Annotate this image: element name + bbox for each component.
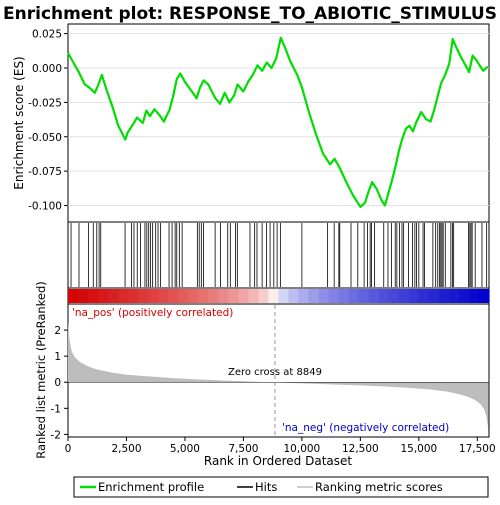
enrichment-profile-line (67, 36, 489, 208)
chart-title: Enrichment plot: RESPONSE_TO_ABIOTIC_STI… (3, 4, 497, 24)
gradient-segment (338, 289, 350, 303)
gradient-segment (278, 289, 290, 303)
positive-correlation-label: 'na_pos' (positively correlated) (72, 307, 233, 319)
gradient-segment (398, 289, 410, 303)
es-y-tick-label: -0.075 (28, 166, 62, 178)
es-panel-frame (67, 23, 490, 223)
gradient-segment (78, 289, 89, 303)
gradient-segment (198, 289, 209, 303)
x-tick-label: 0 (65, 443, 72, 455)
gradient-segment (88, 289, 99, 303)
hit-markers (70, 223, 488, 287)
es-y-tick-label: -0.025 (28, 97, 62, 109)
ranked-y-tick-label: 1 (54, 351, 61, 363)
es-panel-grid (68, 33, 489, 206)
gradient-segment (458, 289, 470, 303)
gradient-segment (228, 289, 240, 303)
x-axis-label: Rank in Ordered Dataset (204, 454, 352, 468)
es-y-tick-label: 0.000 (32, 63, 62, 75)
gradient-segment (348, 289, 360, 303)
gradient-segment (478, 289, 490, 303)
legend-ranking-metric-label: Ranking metric scores (315, 480, 443, 494)
gradient-segment (328, 289, 340, 303)
es-y-tick-label: 0.025 (32, 29, 62, 41)
x-tick-label: 7,500 (228, 443, 258, 455)
gradient-segment (248, 289, 260, 303)
ranked-x-axis: 0 2,500 5,000 7,500 10,000 12,500 15,000 17,500 (65, 437, 496, 455)
gradient-segment (428, 289, 440, 303)
ranked-y-tick-label: -1 (51, 403, 61, 415)
gradient-segment (268, 289, 280, 303)
ranked-y-tick-label: 0 (54, 377, 61, 389)
gradient-segment (98, 289, 109, 303)
x-tick-label: 15,000 (400, 443, 437, 455)
gradient-segment (438, 289, 450, 303)
negative-correlation-label: 'na_neg' (negatively correlated) (282, 422, 449, 434)
gradient-segment (168, 289, 179, 303)
legend-hits-label: Hits (255, 480, 277, 494)
gradient-segment (238, 289, 250, 303)
es-y-tick-label: -0.100 (28, 201, 62, 213)
legend-box (73, 476, 489, 498)
gradient-segment (258, 289, 270, 303)
gradient-segment (108, 289, 119, 303)
rank-gradient-bar (68, 289, 490, 303)
gradient-segment (378, 289, 390, 303)
legend-enrichment-profile-label: Enrichment profile (98, 480, 204, 494)
gradient-segment (318, 289, 330, 303)
zero-cross-label: Zero cross at 8849 (228, 367, 322, 378)
x-tick-label: 5,000 (170, 443, 200, 455)
ranked-panel-frame (67, 303, 490, 438)
gradient-segment (368, 289, 380, 303)
gradient-segment (208, 289, 219, 303)
gradient-segment (118, 289, 129, 303)
hits-panel-frame (67, 221, 490, 289)
gradient-segment (138, 289, 149, 303)
x-tick-label: 12,500 (342, 443, 379, 455)
ranked-y-axis-label: Ranked list metric (PreRanked) (34, 281, 48, 459)
gradient-segment (358, 289, 370, 303)
ranked-y-tick-label: -2 (51, 429, 61, 441)
gradient-segment (388, 289, 400, 303)
gradient-segment (128, 289, 139, 303)
ranked-y-axis: 2 1 0 -1 -2 (51, 325, 68, 441)
gradient-segment (218, 289, 229, 303)
gradient-segment (408, 289, 420, 303)
gradient-segment (468, 289, 480, 303)
es-y-axis-label: Enrichment score (ES) (12, 56, 26, 189)
x-tick-label: 2,500 (111, 443, 141, 455)
gradient-segment (448, 289, 460, 303)
x-tick-label: 10,000 (284, 443, 321, 455)
gradient-segment (288, 289, 300, 303)
es-y-tick-label: -0.050 (28, 132, 62, 144)
gradient-segment (418, 289, 430, 303)
x-tick-label: 17,500 (459, 443, 496, 455)
ranking-metric-area (68, 322, 489, 432)
gradient-segment (68, 289, 79, 303)
gradient-segment (298, 289, 310, 303)
es-y-axis: 0.025 0.000 -0.025 -0.050 -0.075 -0.100 (28, 29, 68, 213)
gradient-segment (148, 289, 159, 303)
gradient-segment (308, 289, 320, 303)
ranked-y-tick-label: 2 (54, 325, 61, 337)
gradient-segment (158, 289, 169, 303)
gradient-segment (178, 289, 189, 303)
gradient-segment (188, 289, 199, 303)
